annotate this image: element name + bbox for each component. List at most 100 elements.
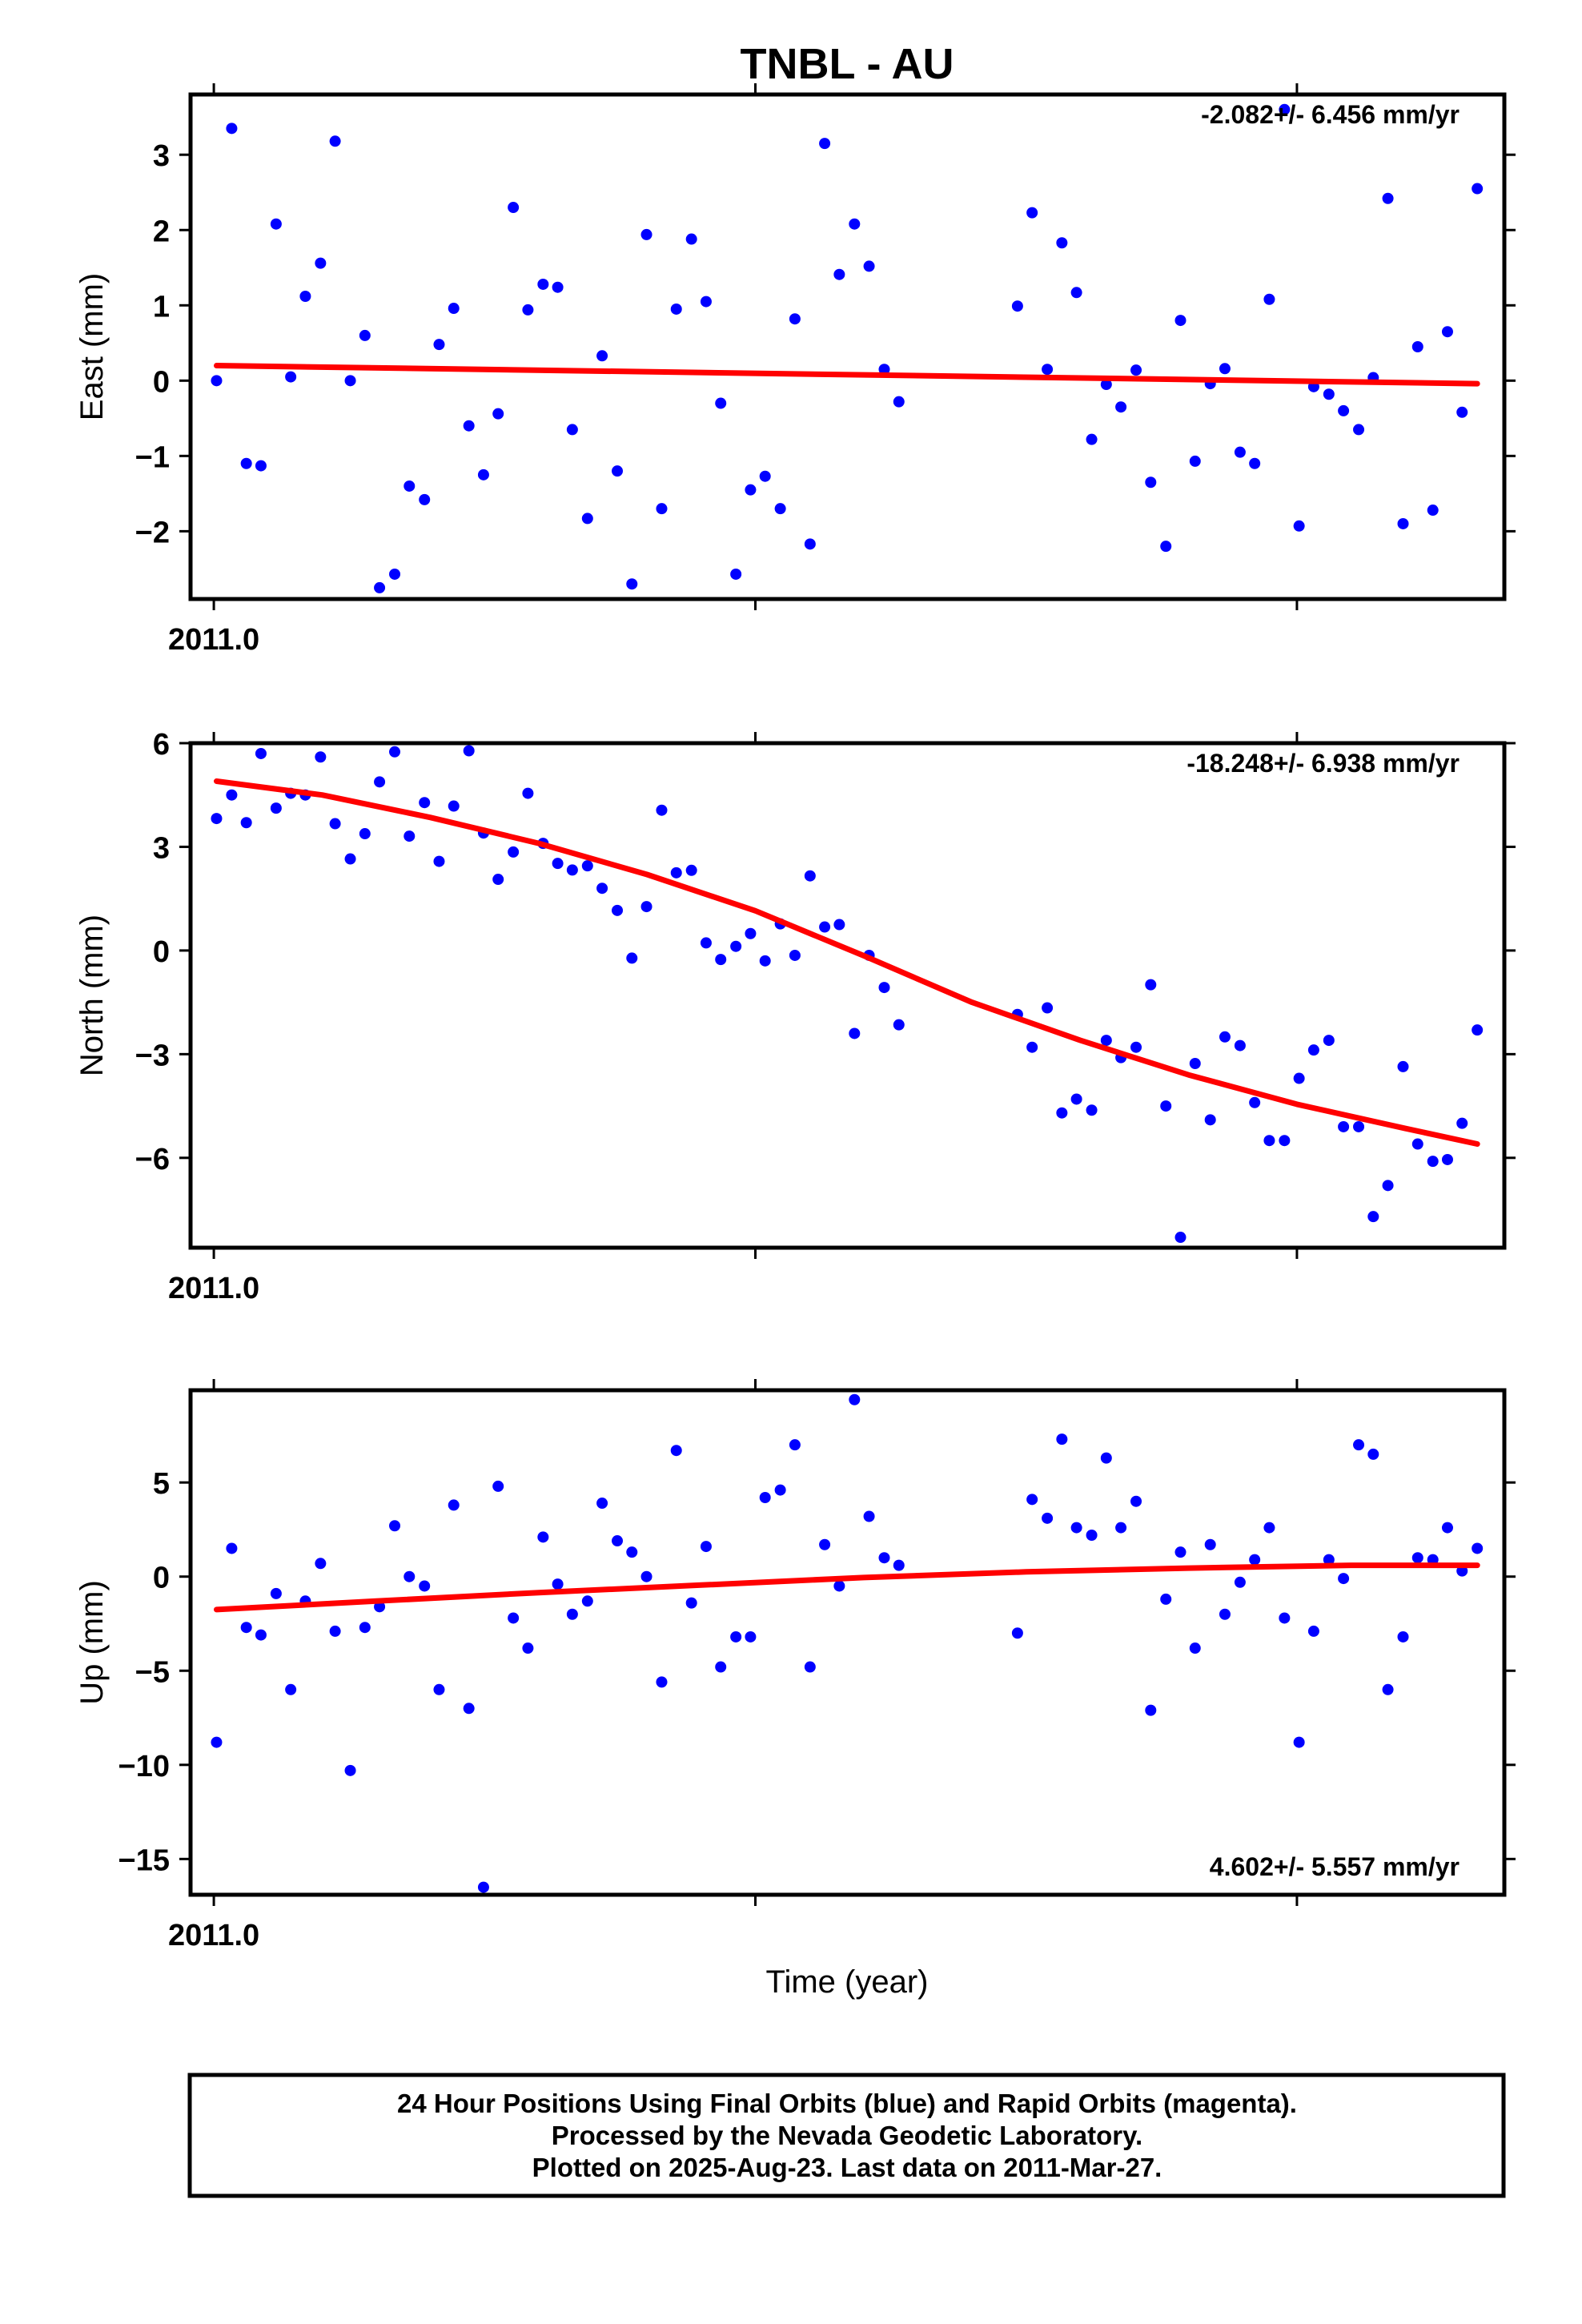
data-point-east — [804, 538, 816, 550]
data-point-north — [315, 751, 327, 763]
data-point-east — [1456, 406, 1468, 418]
data-point-north — [878, 982, 890, 994]
data-point-north — [1160, 1100, 1172, 1112]
data-point-north — [596, 883, 608, 895]
data-point-up — [759, 1491, 771, 1503]
y-tick-label: 0 — [153, 365, 170, 399]
data-point-east — [270, 218, 282, 230]
y-tick-label: 2 — [153, 215, 170, 248]
data-point-up — [1026, 1494, 1038, 1506]
data-point-north — [656, 804, 668, 816]
data-point-up — [1160, 1593, 1172, 1605]
data-point-up — [374, 1601, 386, 1613]
data-point-up — [640, 1570, 652, 1582]
data-point-up — [463, 1703, 475, 1715]
data-point-east — [508, 202, 520, 214]
data-point-east — [389, 568, 401, 580]
data-point-east — [893, 396, 905, 408]
data-point-east — [329, 135, 341, 147]
data-point-east — [315, 257, 327, 269]
data-point-up — [1367, 1448, 1379, 1460]
data-point-north — [804, 870, 816, 882]
data-point-north — [715, 954, 727, 966]
data-point-east — [1323, 388, 1335, 400]
y-tick-label: 3 — [153, 139, 170, 173]
data-point-east — [522, 304, 534, 316]
data-point-north — [508, 846, 520, 858]
data-point-east — [211, 375, 223, 387]
data-point-north — [448, 800, 460, 812]
data-point-north — [819, 921, 831, 933]
data-point-up — [581, 1595, 593, 1607]
data-point-east — [789, 313, 801, 325]
data-point-east — [1338, 404, 1350, 416]
data-point-up — [1174, 1546, 1186, 1558]
data-point-up — [1411, 1552, 1423, 1564]
data-point-east — [433, 339, 445, 351]
data-point-east — [1189, 455, 1201, 467]
data-point-east — [656, 503, 668, 515]
panel-north: 6 3 0 −3 −6 2011.0 North (mm) -18.248+/- 6.938 … — [74, 728, 1516, 1305]
data-point-east — [344, 375, 356, 387]
data-point-north — [329, 818, 341, 830]
data-point-up — [1086, 1530, 1098, 1542]
data-point-north — [849, 1027, 861, 1039]
data-point-up — [670, 1445, 682, 1457]
data-point-north — [1145, 979, 1157, 991]
fit-line-east — [214, 363, 1480, 387]
data-point-east — [1353, 424, 1365, 436]
fit-line-north — [214, 778, 1480, 1147]
data-point-east — [299, 291, 311, 302]
data-point-up — [656, 1676, 668, 1688]
data-point-north — [1204, 1114, 1216, 1126]
data-point-east — [492, 408, 504, 420]
data-point-up — [1263, 1522, 1275, 1534]
data-point-north — [359, 828, 371, 840]
data-point-up — [789, 1439, 801, 1451]
data-point-up — [1249, 1554, 1261, 1566]
data-point-up — [419, 1580, 431, 1592]
data-point-north — [389, 746, 401, 758]
data-point-east — [774, 503, 786, 515]
footer-line-1: 24 Hour Positions Using Final Orbits (bl… — [397, 2089, 1297, 2118]
data-point-up — [626, 1546, 638, 1558]
data-point-east — [1011, 300, 1023, 312]
data-point-east — [626, 578, 638, 590]
data-point-east — [1279, 103, 1291, 115]
data-point-east — [226, 123, 238, 135]
data-point-up — [448, 1499, 460, 1511]
data-point-east — [715, 397, 727, 409]
data-point-east — [255, 460, 267, 472]
plot-frame-north — [188, 741, 1507, 1250]
x-tick-label: 2011.0 — [168, 1919, 259, 1952]
data-point-east — [759, 470, 771, 482]
data-point-north — [700, 937, 712, 949]
data-point-up — [730, 1630, 742, 1642]
data-point-north — [1174, 1232, 1186, 1244]
data-point-north — [745, 927, 757, 939]
data-point-up — [1234, 1576, 1246, 1588]
data-point-east — [1427, 505, 1439, 517]
y-tick-label: 5 — [153, 1467, 170, 1501]
data-point-up — [552, 1578, 564, 1590]
data-point-up — [1472, 1542, 1484, 1554]
data-point-east — [1397, 517, 1409, 529]
data-point-north — [1263, 1135, 1275, 1147]
data-point-east — [404, 480, 416, 492]
data-point-east — [1130, 364, 1142, 376]
y-tick-label: −1 — [135, 440, 170, 474]
data-point-up — [1100, 1452, 1112, 1464]
data-point-east — [863, 260, 875, 272]
data-point-up — [344, 1764, 356, 1776]
x-tick-label: 2011.0 — [168, 1272, 259, 1305]
y-axis-label-east: East (mm) — [74, 273, 110, 420]
data-point-up — [226, 1542, 238, 1554]
y-tick-label: −10 — [118, 1750, 170, 1783]
data-point-up — [1441, 1522, 1453, 1534]
data-point-north — [1338, 1120, 1350, 1132]
data-point-up — [240, 1622, 252, 1634]
data-point-up — [1219, 1608, 1231, 1620]
data-point-east — [1293, 520, 1305, 532]
data-point-east — [581, 513, 593, 525]
